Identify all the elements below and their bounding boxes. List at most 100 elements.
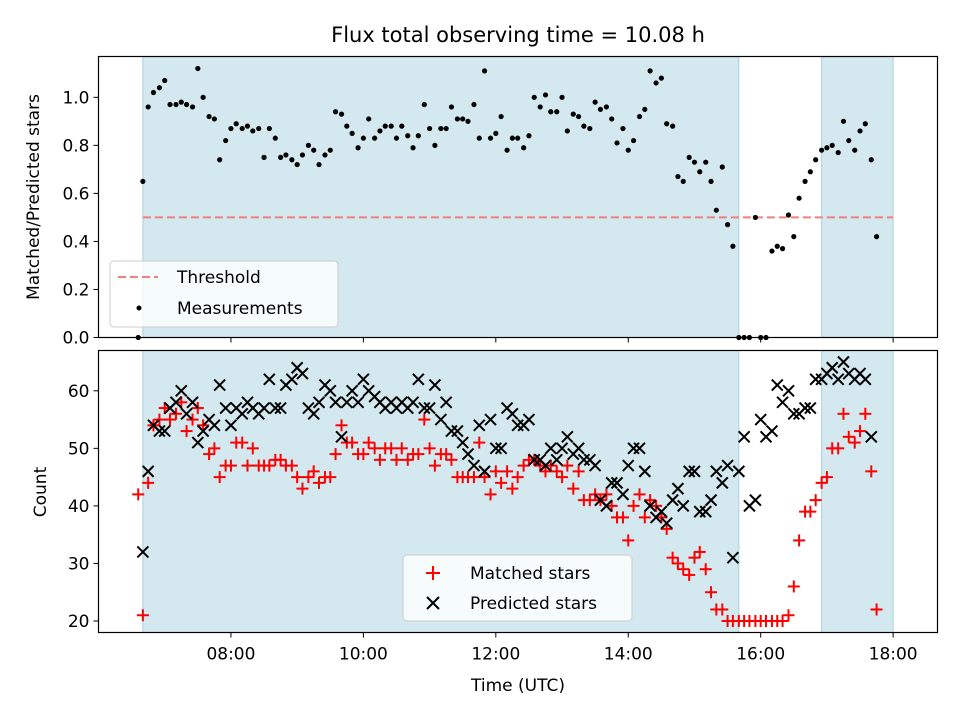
legend-predicted-label: Predicted stars [470,594,597,614]
count-y-tick-label: 60 [68,382,90,402]
matched-star-point [832,442,845,455]
predicted-star-point [737,430,751,444]
measurement-point [664,121,670,127]
predicted-star-point [859,373,872,386]
matched-star-point [716,603,729,616]
measurement-point [537,104,543,110]
measurement-point [769,248,775,254]
predicted-star-point [732,465,746,478]
predicted-star-point [180,407,193,421]
measurement-point [183,101,190,108]
measurement-point [592,99,598,105]
measurement-point [680,178,686,184]
measurement-point [145,104,151,110]
predicted-star-point [406,396,420,409]
measurement-point [289,157,295,163]
count-y-axis-label: Count [31,466,51,517]
matched-star-point [302,471,315,484]
matched-star-point [368,442,381,455]
ratio-y-tick-label: 0.4 [62,232,89,252]
predicted-star-point [296,367,309,380]
predicted-star-point [213,378,226,392]
measurement-point [730,243,736,249]
predicted-star-point [776,396,789,409]
predicted-star-point [809,373,822,386]
matched-star-point [644,494,657,507]
measurement-point [316,161,322,168]
predicted-star-point [219,401,232,415]
measurement-point [625,147,631,153]
measurement-point [686,154,692,160]
predicted-star-point [831,373,845,386]
measurement-point [366,116,372,122]
measurement-point [493,130,499,136]
measurement-point [504,147,510,153]
matched-star-point [616,511,629,524]
predicted-star-point [489,442,503,455]
matched-star-point [820,471,833,484]
measurement-point [393,135,400,141]
matched-star-point [296,482,309,495]
predicted-star-point [765,424,779,438]
matched-star-point [191,402,204,415]
legend-matched-label: Matched stars [470,564,590,584]
predicted-star-point [655,505,668,518]
predicted-star-point [666,493,679,507]
measurement-point [150,89,157,96]
predicted-star-point [274,401,287,415]
legend-predicted-swatch [426,596,440,610]
measurement-point [377,128,383,134]
matched-star-point [556,471,569,484]
measurement-point [432,142,438,148]
measurement-point [195,65,201,72]
matched-star-point [776,614,789,627]
matched-star-point [440,448,453,461]
predicted-star-point [837,355,850,369]
matched-star-point [583,494,596,507]
matched-star-point [787,580,800,593]
measurement-point [217,157,223,163]
matched-star-point [804,505,817,518]
matched-star-point [186,413,199,426]
ratio-y-tick-label: 0.8 [62,136,89,156]
predicted-star-point [335,430,348,444]
predicted-star-point [716,476,729,490]
matched-star-point [854,425,867,438]
measurement-point [835,149,841,156]
count-panel: 20 30 40 50 60 08:00 10:00 12:00 14:00 16:00 18:0… [31,349,939,696]
measurement-point [873,234,880,240]
measurement-point [597,106,604,112]
predicted-star-point [141,465,155,478]
count-legend: Matched stars Predicted stars [402,554,633,622]
predicted-star-point [136,545,150,559]
ratio-plot-frame [97,55,939,339]
measurement-point [846,137,852,144]
predicted-star-point [782,384,795,397]
measurement-point [454,116,461,122]
measurement-point [559,94,565,100]
predicted-star-point [754,413,767,426]
figure-title: Flux total observing time = 10.08 h [331,23,705,47]
matched-star-point [197,419,210,432]
measurement-point [382,123,388,129]
measurement-point [642,106,648,112]
matched-star-point [213,471,226,484]
matched-star-point [467,471,480,484]
matched-star-point [153,413,166,426]
predicted-star-point [329,396,342,409]
matched-star-point [246,442,259,455]
matched-star-point [401,453,414,466]
matched-star-point [285,459,298,472]
measurement-point [250,128,256,134]
measurement-point [327,147,333,153]
matched-star-point [517,459,530,472]
ratio-y-tick-label: 0.2 [62,280,89,300]
predicted-star-point [588,459,602,472]
matched-star-point [180,425,193,438]
measurement-point [829,142,835,148]
measurement-point [813,157,819,163]
matched-star-point [561,459,574,472]
measurement-point [140,178,146,184]
measurement-point [515,135,521,141]
matched-star-point [815,476,828,489]
